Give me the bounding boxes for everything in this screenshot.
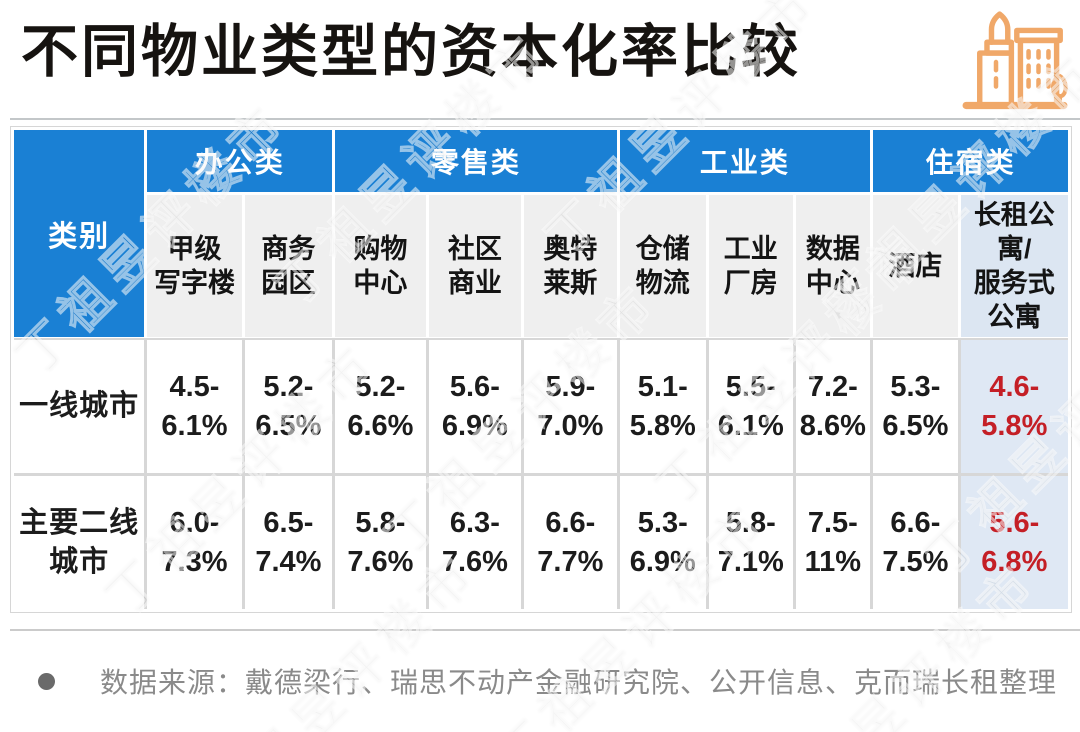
- col-header-community-retail: 社区 商业: [428, 195, 522, 337]
- cap-rate-table: 类别 办公类 零售类 工业类 住宿类 甲级 写字楼 商务 园区 购物 中心 社区…: [10, 126, 1072, 613]
- row-label-tier2-cities: 主要二线 城市: [14, 476, 145, 609]
- col-header-shopping-mall: 购物 中心: [335, 195, 426, 337]
- source-row: 数据来源：戴德梁行、瑞思不动产金融研究院、公开信息、克而瑞长租整理: [38, 661, 1080, 701]
- table-cell: 5.3- 6.5%: [873, 340, 958, 473]
- table-cell: 7.5- 11%: [795, 476, 871, 609]
- table-cell: 6.3- 7.6%: [428, 476, 522, 609]
- group-header-office: 办公类: [147, 130, 333, 192]
- table-cell: 4.5- 6.1%: [147, 340, 242, 473]
- col-header-warehouse-logistics: 仓储 物流: [619, 195, 707, 337]
- table-cell: 5.3- 6.9%: [619, 476, 707, 609]
- table-cell: 5.8- 7.1%: [709, 476, 793, 609]
- bullet-dot: [38, 672, 55, 690]
- table-cell: 6.6- 7.7%: [524, 476, 617, 609]
- page-header: 不同物业类型的资本化率比较: [0, 0, 1080, 120]
- footer-divider: [10, 629, 1080, 631]
- group-header-lodging: 住宿类: [873, 130, 1068, 192]
- group-header-retail: 零售类: [335, 130, 617, 192]
- col-header-hotel: 酒店: [873, 195, 958, 337]
- col-header-long-rent-apartment: 长租公 寓/ 服务式 公寓: [960, 195, 1068, 337]
- table-cell: 5.9- 7.0%: [524, 340, 617, 473]
- table-grid: 类别 办公类 零售类 工业类 住宿类 甲级 写字楼 商务 园区 购物 中心 社区…: [14, 130, 1068, 609]
- table-cell: 5.2- 6.6%: [335, 340, 426, 473]
- table-cell: 6.5- 7.4%: [244, 476, 333, 609]
- page-title: 不同物业类型的资本化率比较: [21, 20, 801, 84]
- corner-header-cell: 类别: [14, 130, 145, 337]
- col-header-data-center: 数据 中心: [795, 195, 871, 337]
- table-cell: 6.0- 7.3%: [147, 476, 242, 609]
- col-header-industrial-plant: 工业 厂房: [709, 195, 793, 337]
- row-label-tier1-cities: 一线城市: [14, 340, 145, 473]
- table-cell: 5.6- 6.9%: [428, 340, 522, 473]
- table-cell: 6.6- 7.5%: [873, 476, 958, 609]
- table-cell-highlight: 4.6- 5.8%: [960, 340, 1068, 473]
- table-cell: 5.2- 6.5%: [244, 340, 333, 473]
- city-buildings-icon: [962, 11, 1068, 110]
- table-cell-highlight: 5.6- 6.8%: [960, 476, 1068, 609]
- table-cell: 5.8- 7.6%: [335, 476, 426, 609]
- col-header-outlets: 奥特 莱斯: [524, 195, 617, 337]
- title-divider: [10, 118, 1080, 120]
- table-cell: 5.1- 5.8%: [619, 340, 707, 473]
- data-source-note: 数据来源：戴德梁行、瑞思不动产金融研究院、公开信息、克而瑞长租整理: [100, 667, 1058, 698]
- col-header-grade-a-office: 甲级 写字楼: [147, 195, 242, 337]
- group-header-industrial: 工业类: [619, 130, 871, 192]
- table-cell: 7.2- 8.6%: [795, 340, 871, 473]
- table-cell: 5.5- 6.1%: [709, 340, 793, 473]
- col-header-business-park: 商务 园区: [244, 195, 333, 337]
